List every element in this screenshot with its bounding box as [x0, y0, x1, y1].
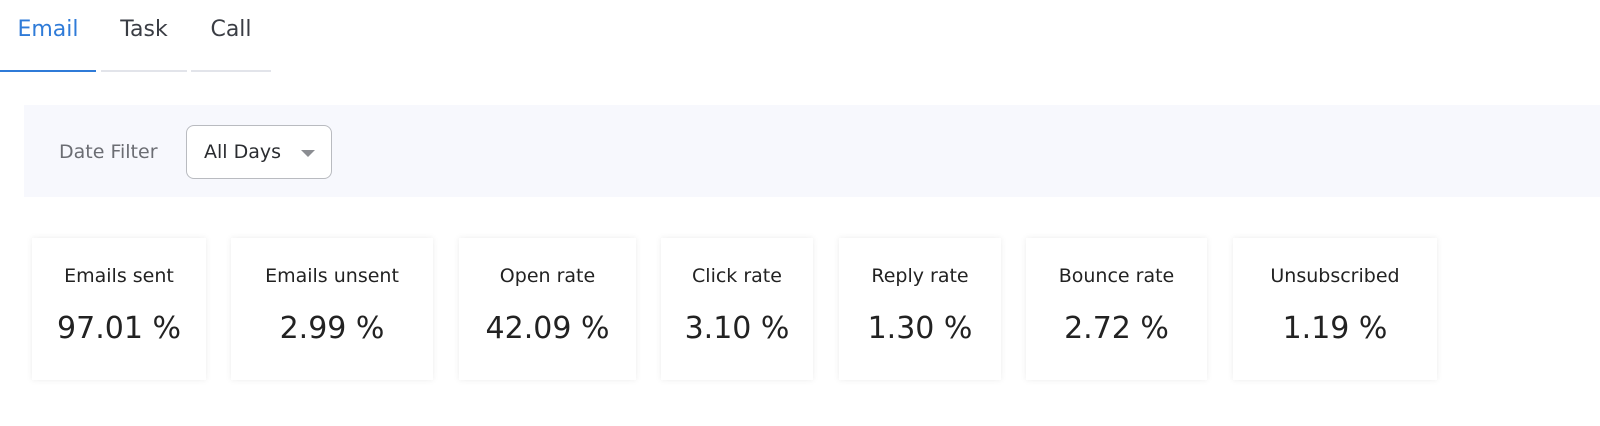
metric-card-emails-sent: Emails sent 97.01 %	[32, 238, 206, 380]
date-filter-value: All Days	[204, 141, 282, 163]
metric-value: 1.30 %	[867, 311, 973, 346]
metric-value: 2.99 %	[279, 311, 385, 346]
metric-value: 2.72 %	[1064, 311, 1169, 346]
metric-title: Reply rate	[871, 265, 969, 287]
metric-value: 3.10 %	[684, 311, 790, 346]
tab-call[interactable]: Call	[191, 0, 271, 72]
date-filter-dropdown[interactable]: All Days	[186, 125, 332, 179]
metric-title: Emails sent	[64, 265, 174, 287]
metric-title: Unsubscribed	[1270, 265, 1400, 287]
metric-value: 1.19 %	[1282, 311, 1388, 346]
metric-card-unsubscribed: Unsubscribed 1.19 %	[1233, 238, 1437, 380]
metric-card-open-rate: Open rate 42.09 %	[459, 238, 636, 380]
metric-value: 97.01 %	[57, 311, 181, 346]
metric-title: Open rate	[499, 265, 596, 287]
metric-card-bounce-rate: Bounce rate 2.72 %	[1026, 238, 1207, 380]
tab-email[interactable]: Email	[0, 0, 96, 72]
metric-value: 42.09 %	[485, 311, 610, 346]
caret-down-icon	[301, 150, 315, 157]
metric-card-emails-unsent: Emails unsent 2.99 %	[231, 238, 433, 380]
filter-bar: Date Filter All Days	[24, 105, 1600, 197]
metric-card-reply-rate: Reply rate 1.30 %	[839, 238, 1001, 380]
metric-title: Emails unsent	[265, 265, 399, 287]
metric-title: Click rate	[692, 265, 782, 287]
metric-card-click-rate: Click rate 3.10 %	[661, 238, 813, 380]
metric-title: Bounce rate	[1058, 265, 1175, 287]
tab-task[interactable]: Task	[101, 0, 187, 72]
date-filter-label: Date Filter	[59, 141, 158, 163]
